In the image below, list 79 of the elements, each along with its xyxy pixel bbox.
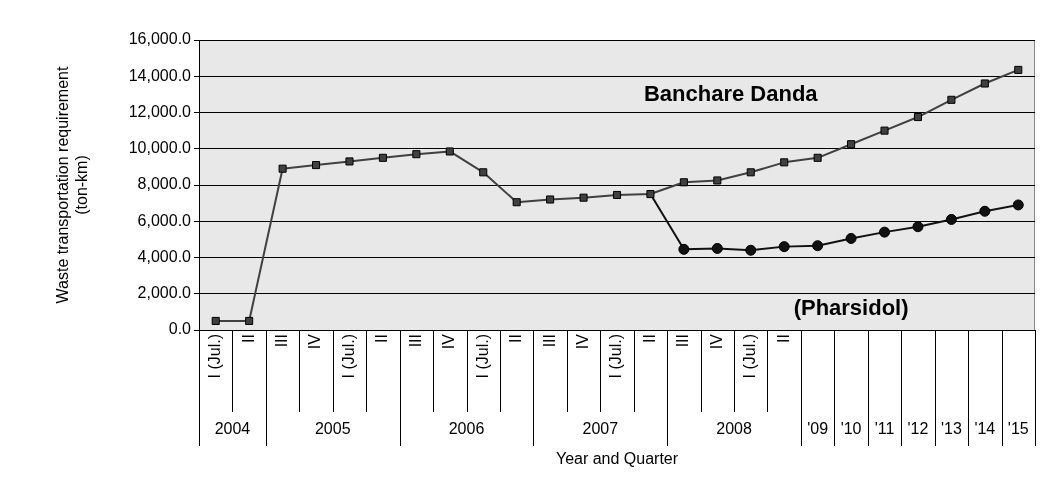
x-tick-label: II <box>774 334 792 343</box>
point <box>880 126 889 135</box>
point <box>778 241 790 253</box>
point <box>913 113 922 122</box>
point <box>711 242 723 254</box>
text: 2007 <box>582 420 619 438</box>
y-axis-title: Waste transportation requirement (ton-km) <box>54 66 91 304</box>
text: '15 <box>1007 420 1029 438</box>
text: '09 <box>807 420 829 438</box>
point <box>780 158 789 167</box>
x-tick-label: III <box>273 334 291 348</box>
x-tick-label: IV <box>707 333 725 350</box>
text: '11 <box>874 420 895 438</box>
x-tick-label: III <box>674 334 692 348</box>
y-tick-label: 2,000.0 <box>137 284 192 302</box>
x-tick-label: IV <box>573 333 591 350</box>
x-tick-label: I (Jul.) <box>473 334 491 379</box>
y-tick-label: 12,000.0 <box>128 102 192 120</box>
point <box>245 316 254 325</box>
y-tick-label: 0.0 <box>168 320 192 338</box>
x-tick-label: I (Jul.) <box>339 334 357 379</box>
text: '12 <box>907 420 929 438</box>
x-tick-label: II <box>507 334 525 343</box>
x-tick-label: III <box>540 334 558 348</box>
x-tick-label: II <box>640 334 658 343</box>
x-tick-label: IV <box>440 333 458 350</box>
text: 2005 <box>314 420 351 438</box>
point <box>412 150 421 159</box>
y-tick-label: 4,000.0 <box>137 247 192 265</box>
point <box>646 190 655 199</box>
text: 2008 <box>716 420 752 438</box>
x-tick-label: II <box>373 334 391 343</box>
point <box>546 195 555 204</box>
y-tick-label: 8,000.0 <box>137 175 192 193</box>
point <box>945 213 957 225</box>
point <box>813 153 822 162</box>
text: 2004 <box>214 420 251 438</box>
point <box>445 147 454 156</box>
point <box>845 232 857 244</box>
point <box>745 244 757 256</box>
text: '10 <box>840 420 862 438</box>
point <box>713 176 722 185</box>
text: 2006 <box>448 420 485 438</box>
point <box>312 161 321 170</box>
point <box>812 240 824 252</box>
point <box>1012 199 1024 211</box>
y-tick-label: 6,000.0 <box>137 211 192 229</box>
x-tick-label: I (Jul.) <box>741 334 759 379</box>
point <box>847 140 856 149</box>
point <box>979 205 991 217</box>
point <box>879 226 891 238</box>
x-axis-title: Year and Quarter <box>555 450 679 468</box>
y-tick-label: 14,000.0 <box>128 66 192 84</box>
point <box>479 168 488 177</box>
y-tick-label: 16,000.0 <box>128 30 192 48</box>
point <box>512 198 521 207</box>
point <box>912 221 924 233</box>
x-tick-label: IV <box>306 333 324 350</box>
point <box>678 243 690 255</box>
x-tick-label: I (Jul.) <box>206 334 224 379</box>
point <box>278 164 287 173</box>
text: Banchare Danda <box>643 81 819 107</box>
x-tick-label: I (Jul.) <box>607 334 625 379</box>
point <box>612 190 622 199</box>
text: '13 <box>940 420 962 438</box>
series-label: (Pharsidol) <box>793 294 909 320</box>
point <box>345 157 354 166</box>
x-tick-label: III <box>406 334 424 348</box>
x-tick-label: II <box>239 334 257 343</box>
point <box>378 153 387 162</box>
point <box>1014 65 1023 74</box>
point <box>211 316 220 325</box>
point <box>980 79 989 88</box>
point <box>947 95 956 104</box>
text: '14 <box>974 420 996 438</box>
point <box>746 168 755 177</box>
point <box>579 193 588 202</box>
y-tick-label: 10,000.0 <box>128 139 192 157</box>
point <box>679 178 688 187</box>
